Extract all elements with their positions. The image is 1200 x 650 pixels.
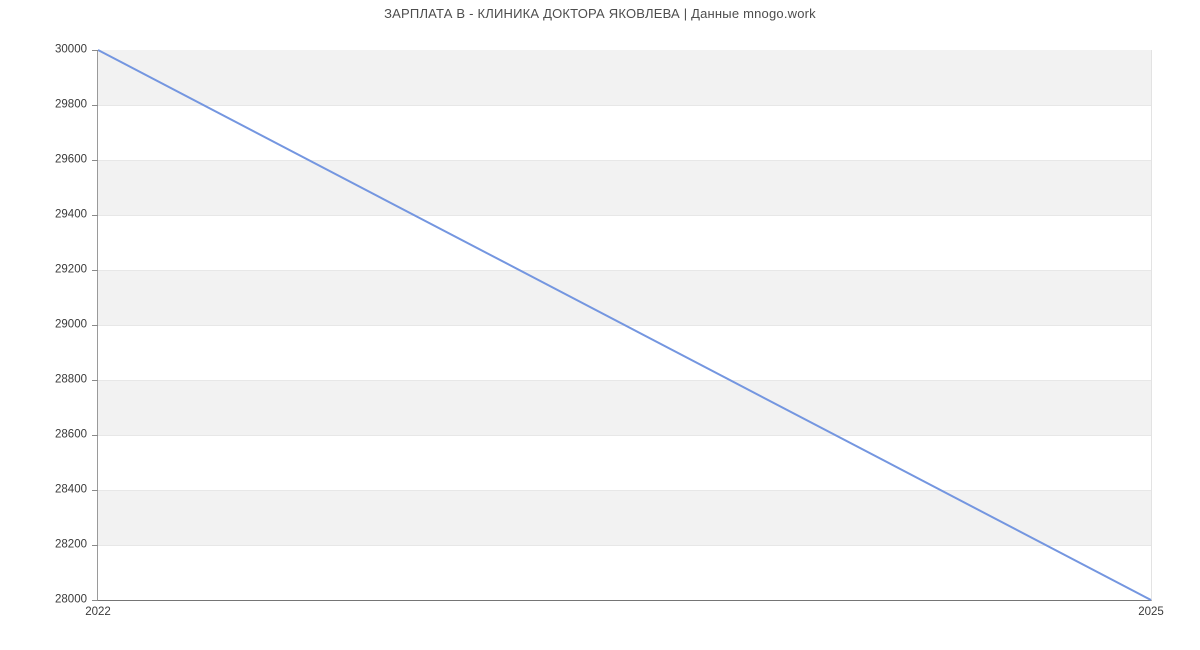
x-tick-label: 2025: [1138, 606, 1164, 618]
y-tick-mark: [92, 104, 98, 106]
y-tick-mark: [92, 214, 98, 216]
y-tick-label: 29800: [55, 98, 87, 111]
y-tick-label: 30000: [55, 43, 87, 56]
y-tick-mark: [92, 489, 98, 491]
y-tick-mark: [92, 544, 98, 546]
y-tick-label: 28000: [55, 593, 87, 606]
y-tick-label: 28400: [55, 483, 87, 496]
y-tick-mark: [92, 49, 98, 51]
y-tick-label: 29000: [55, 318, 87, 331]
plot-area: 30000 29800 29600 29400 29200 29000 28800 28600…: [55, 44, 1164, 618]
y-tick-label: 28800: [55, 373, 87, 386]
y-tick-mark: [92, 159, 98, 161]
y-tick-mark: [92, 324, 98, 326]
series-line-svg: [98, 50, 1151, 600]
x-tick-label: 2022: [85, 606, 111, 618]
y-tick-mark: [92, 269, 98, 271]
y-tick-label: 28200: [55, 538, 87, 551]
y-tick-mark: [92, 379, 98, 381]
y-tick-label: 29400: [55, 208, 87, 221]
y-tick-label: 29600: [55, 153, 87, 166]
y-tick-mark: [92, 599, 98, 601]
chart-title: ЗАРПЛАТА В - КЛИНИКА ДОКТОРА ЯКОВЛЕВА | …: [384, 6, 816, 21]
salary-trend-line: [98, 50, 1151, 600]
y-tick-label: 29200: [55, 263, 87, 276]
y-tick-label: 28600: [55, 428, 87, 441]
y-tick-mark: [92, 434, 98, 436]
